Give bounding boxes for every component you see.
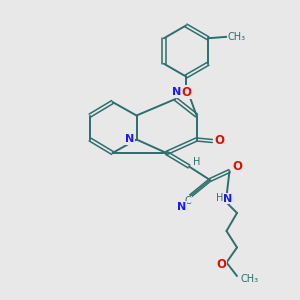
Text: CH₃: CH₃ (227, 32, 246, 42)
Text: N: N (125, 134, 134, 145)
Text: O: O (214, 134, 224, 148)
Text: C: C (185, 196, 191, 206)
Text: O: O (232, 160, 242, 173)
Text: H: H (216, 193, 224, 203)
Text: H: H (193, 157, 200, 167)
Text: N: N (172, 87, 182, 98)
Text: N: N (224, 194, 232, 204)
Text: O: O (216, 257, 226, 271)
Text: CH₃: CH₃ (241, 274, 259, 284)
Text: N: N (177, 202, 186, 212)
Text: O: O (181, 86, 191, 99)
